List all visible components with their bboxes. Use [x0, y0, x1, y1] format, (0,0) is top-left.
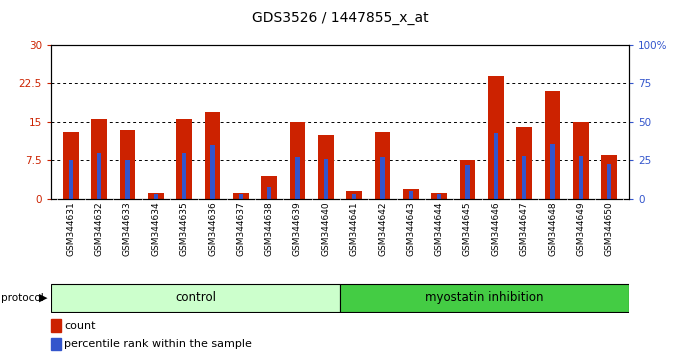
Text: GSM344641: GSM344641: [350, 201, 358, 256]
Bar: [295, 158, 300, 199]
Text: GSM344635: GSM344635: [180, 201, 188, 256]
Text: GSM344637: GSM344637: [237, 201, 245, 256]
Bar: [148, 193, 164, 199]
Bar: [182, 153, 186, 199]
Bar: [403, 189, 419, 199]
Text: protocol: protocol: [1, 293, 44, 303]
Text: GSM344631: GSM344631: [67, 201, 75, 256]
Bar: [550, 143, 555, 199]
Bar: [437, 194, 441, 199]
Bar: [97, 153, 101, 199]
Text: GSM344639: GSM344639: [293, 201, 302, 256]
Bar: [460, 160, 475, 199]
Text: myostatin inhibition: myostatin inhibition: [425, 291, 544, 304]
Text: GSM344644: GSM344644: [435, 201, 443, 256]
Bar: [607, 164, 611, 199]
Bar: [176, 119, 192, 199]
Bar: [91, 119, 107, 199]
Bar: [51, 284, 340, 312]
Text: GSM344638: GSM344638: [265, 201, 273, 256]
Bar: [125, 160, 130, 199]
Bar: [267, 187, 271, 199]
Bar: [340, 284, 629, 312]
Bar: [352, 194, 356, 199]
Bar: [346, 191, 362, 199]
Text: GSM344646: GSM344646: [492, 201, 500, 256]
Bar: [409, 191, 413, 199]
Bar: [210, 145, 215, 199]
Bar: [579, 156, 583, 199]
Text: GSM344640: GSM344640: [322, 201, 330, 256]
Bar: [69, 160, 73, 199]
Bar: [375, 132, 390, 199]
Text: GSM344636: GSM344636: [208, 201, 217, 256]
Bar: [51, 319, 61, 332]
Text: GSM344645: GSM344645: [463, 201, 472, 256]
Text: GSM344633: GSM344633: [123, 201, 132, 256]
Bar: [63, 132, 79, 199]
Bar: [261, 176, 277, 199]
Text: GSM344634: GSM344634: [152, 201, 160, 256]
Bar: [573, 122, 589, 199]
Bar: [318, 135, 334, 199]
Text: GDS3526 / 1447855_x_at: GDS3526 / 1447855_x_at: [252, 11, 428, 25]
Text: ▶: ▶: [39, 293, 48, 303]
Bar: [324, 159, 328, 199]
Bar: [239, 194, 243, 199]
Bar: [51, 338, 61, 350]
Bar: [380, 158, 385, 199]
Bar: [545, 91, 560, 199]
Text: GSM344632: GSM344632: [95, 201, 103, 256]
Text: GSM344648: GSM344648: [548, 201, 557, 256]
Text: GSM344642: GSM344642: [378, 201, 387, 256]
Bar: [601, 155, 617, 199]
Bar: [431, 193, 447, 199]
Bar: [205, 112, 220, 199]
Text: GSM344647: GSM344647: [520, 201, 528, 256]
Text: GSM344643: GSM344643: [407, 201, 415, 256]
Text: GSM344650: GSM344650: [605, 201, 613, 256]
Bar: [516, 127, 532, 199]
Bar: [522, 156, 526, 199]
Text: count: count: [64, 320, 95, 331]
Bar: [233, 193, 249, 199]
Bar: [154, 194, 158, 199]
Text: control: control: [175, 291, 216, 304]
Text: GSM344649: GSM344649: [577, 201, 585, 256]
Bar: [465, 165, 470, 199]
Bar: [494, 133, 498, 199]
Bar: [120, 130, 135, 199]
Text: percentile rank within the sample: percentile rank within the sample: [64, 339, 252, 349]
Bar: [488, 76, 504, 199]
Bar: [290, 122, 305, 199]
